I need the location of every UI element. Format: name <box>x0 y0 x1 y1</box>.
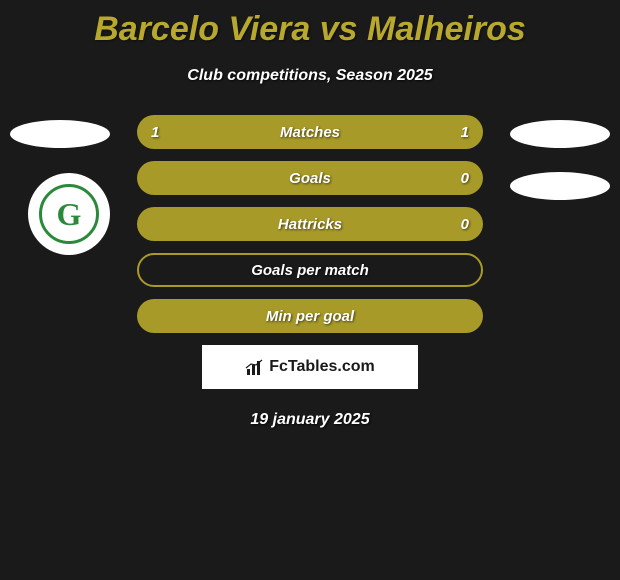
subtitle: Club competitions, Season 2025 <box>0 67 620 85</box>
stat-row-hattricks: Hattricks 0 <box>137 207 483 241</box>
stat-label: Hattricks <box>278 216 342 233</box>
stat-label: Goals per match <box>251 262 369 279</box>
stat-label: Goals <box>289 170 331 187</box>
stat-left-value: 1 <box>151 124 159 141</box>
team-badge: G <box>28 173 110 255</box>
stat-label: Matches <box>280 124 340 141</box>
logo-text: FcTables.com <box>269 358 375 376</box>
bar-chart-icon <box>245 359 265 375</box>
stat-label: Min per goal <box>266 308 354 325</box>
stat-row-min-per-goal: Min per goal <box>137 299 483 333</box>
stat-right-value: 0 <box>461 216 469 233</box>
logo-content: FcTables.com <box>245 358 375 376</box>
logo-box: FcTables.com <box>202 345 418 389</box>
player-right-placeholder-2 <box>510 172 610 200</box>
stat-row-goals: Goals 0 <box>137 161 483 195</box>
team-badge-ring: G <box>39 184 99 244</box>
stat-row-matches: 1 Matches 1 <box>137 115 483 149</box>
content-wrapper: G 1 Matches 1 Goals 0 Hattricks 0 Goals … <box>0 115 620 429</box>
team-badge-letter: G <box>57 196 82 233</box>
stat-right-value: 1 <box>461 124 469 141</box>
stat-row-goals-per-match: Goals per match <box>137 253 483 287</box>
stat-right-value: 0 <box>461 170 469 187</box>
player-right-placeholder-1 <box>510 120 610 148</box>
date-text: 19 january 2025 <box>0 411 620 429</box>
player-left-placeholder <box>10 120 110 148</box>
stat-rows-container: 1 Matches 1 Goals 0 Hattricks 0 Goals pe… <box>137 115 483 333</box>
page-title: Barcelo Viera vs Malheiros <box>0 0 620 49</box>
